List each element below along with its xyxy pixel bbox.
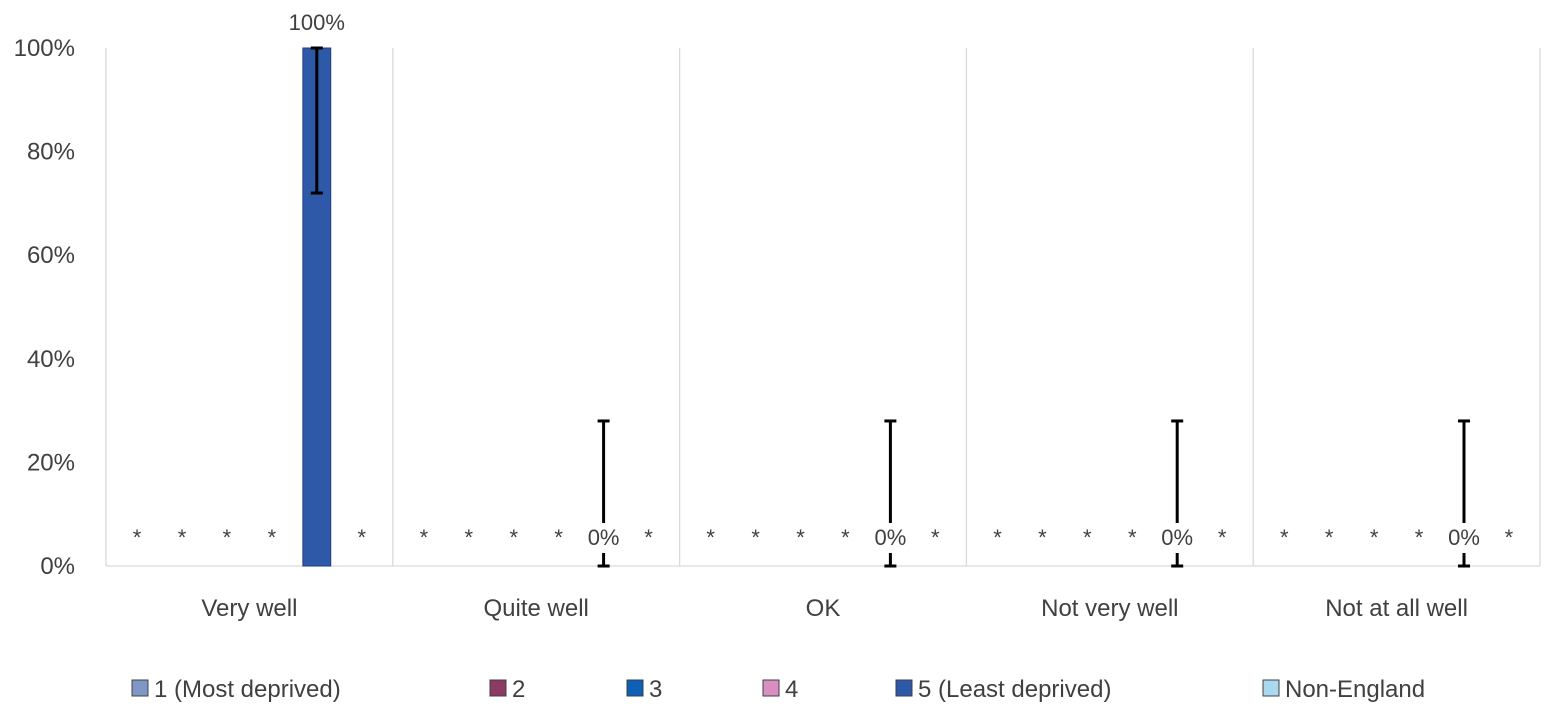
suppressed-value-label: *	[1370, 525, 1379, 550]
suppressed-value-label: *	[796, 525, 805, 550]
legend-item: Non-England	[1262, 676, 1425, 703]
legend-swatch	[131, 679, 149, 697]
error-layer	[310, 46, 1470, 568]
grid-layer	[105, 48, 1541, 566]
suppressed-value-label: *	[1128, 525, 1137, 550]
suppressed-value-label: *	[554, 525, 563, 550]
suppressed-value-label: *	[1505, 525, 1514, 550]
legend-label: Non-England	[1285, 676, 1425, 703]
data-label: 0%	[874, 525, 906, 550]
suppressed-value-label: *	[751, 525, 760, 550]
suppressed-value-label: *	[1218, 525, 1227, 550]
legend-item: 1 (Most deprived)	[131, 676, 341, 703]
legend-label: 2	[512, 676, 525, 703]
data-label: 0%	[1161, 525, 1193, 550]
legend-label: 4	[785, 676, 798, 703]
suppressed-value-label: *	[1415, 525, 1424, 550]
y-tick-label: 100%	[14, 35, 75, 62]
suppressed-value-label: *	[133, 525, 142, 550]
suppressed-value-label: *	[1038, 525, 1047, 550]
label-layer: * * * * * * * * * * * * * * * * * * * * 100% 0% 0% 0% 0% * * * * *	[133, 10, 1514, 553]
legend-label: 3	[649, 676, 662, 703]
suppressed-value-label: *	[178, 525, 187, 550]
error-bar	[310, 46, 323, 195]
suppressed-value-label: *	[509, 525, 518, 550]
y-tick-label: 80%	[27, 139, 75, 166]
suppressed-value-label: *	[644, 525, 653, 550]
legend-item: 3	[626, 676, 662, 703]
suppressed-value-label: *	[268, 525, 277, 550]
suppressed-value-label: *	[223, 525, 232, 550]
data-label-background	[869, 523, 912, 553]
x-category-label: Quite well	[484, 595, 589, 622]
suppressed-value-label: *	[993, 525, 1002, 550]
suppressed-value-label: *	[420, 525, 429, 550]
suppressed-value-label: *	[841, 525, 850, 550]
legend-item: 5 (Least deprived)	[895, 676, 1111, 703]
legend-item: 2	[489, 676, 525, 703]
data-label: 0%	[1448, 525, 1480, 550]
x-category-label: Not very well	[1041, 595, 1178, 622]
data-label: 100%	[289, 10, 345, 35]
legend-swatch	[489, 679, 507, 697]
y-tick-label: 20%	[27, 449, 75, 476]
legend-swatch	[895, 679, 913, 697]
legend-label: 1 (Most deprived)	[154, 676, 341, 703]
x-category-label: Not at all well	[1325, 595, 1468, 622]
legend-swatch	[762, 679, 780, 697]
suppressed-value-label: *	[706, 525, 715, 550]
data-label-background	[1442, 523, 1485, 553]
legend-item: 4	[762, 676, 798, 703]
legend-layer: 1 (Most deprived) 2 3 4 5 (Least deprived) No…	[131, 676, 1425, 703]
suppressed-value-label: *	[1325, 525, 1334, 550]
legend-swatch	[1262, 679, 1280, 697]
suppressed-value-label: *	[357, 525, 366, 550]
suppressed-value-label: *	[1083, 525, 1092, 550]
x-category-label: Very well	[201, 595, 297, 622]
y-tick-label: 40%	[27, 346, 75, 373]
y-tick-label: 0%	[40, 553, 75, 580]
suppressed-value-label: *	[1280, 525, 1289, 550]
data-label-background	[582, 523, 625, 553]
data-label: 0%	[588, 525, 620, 550]
suppressed-value-label: *	[465, 525, 474, 550]
legend-label: 5 (Least deprived)	[918, 676, 1111, 703]
data-label-background	[1156, 523, 1199, 553]
axis-layer: 0% 20% 40% 60% 80% 100% Very well Quite well OK N…	[14, 35, 1540, 622]
x-category-label: OK	[806, 595, 841, 622]
y-tick-label: 60%	[27, 242, 75, 269]
suppressed-value-label: *	[931, 525, 940, 550]
legend-swatch	[626, 679, 644, 697]
